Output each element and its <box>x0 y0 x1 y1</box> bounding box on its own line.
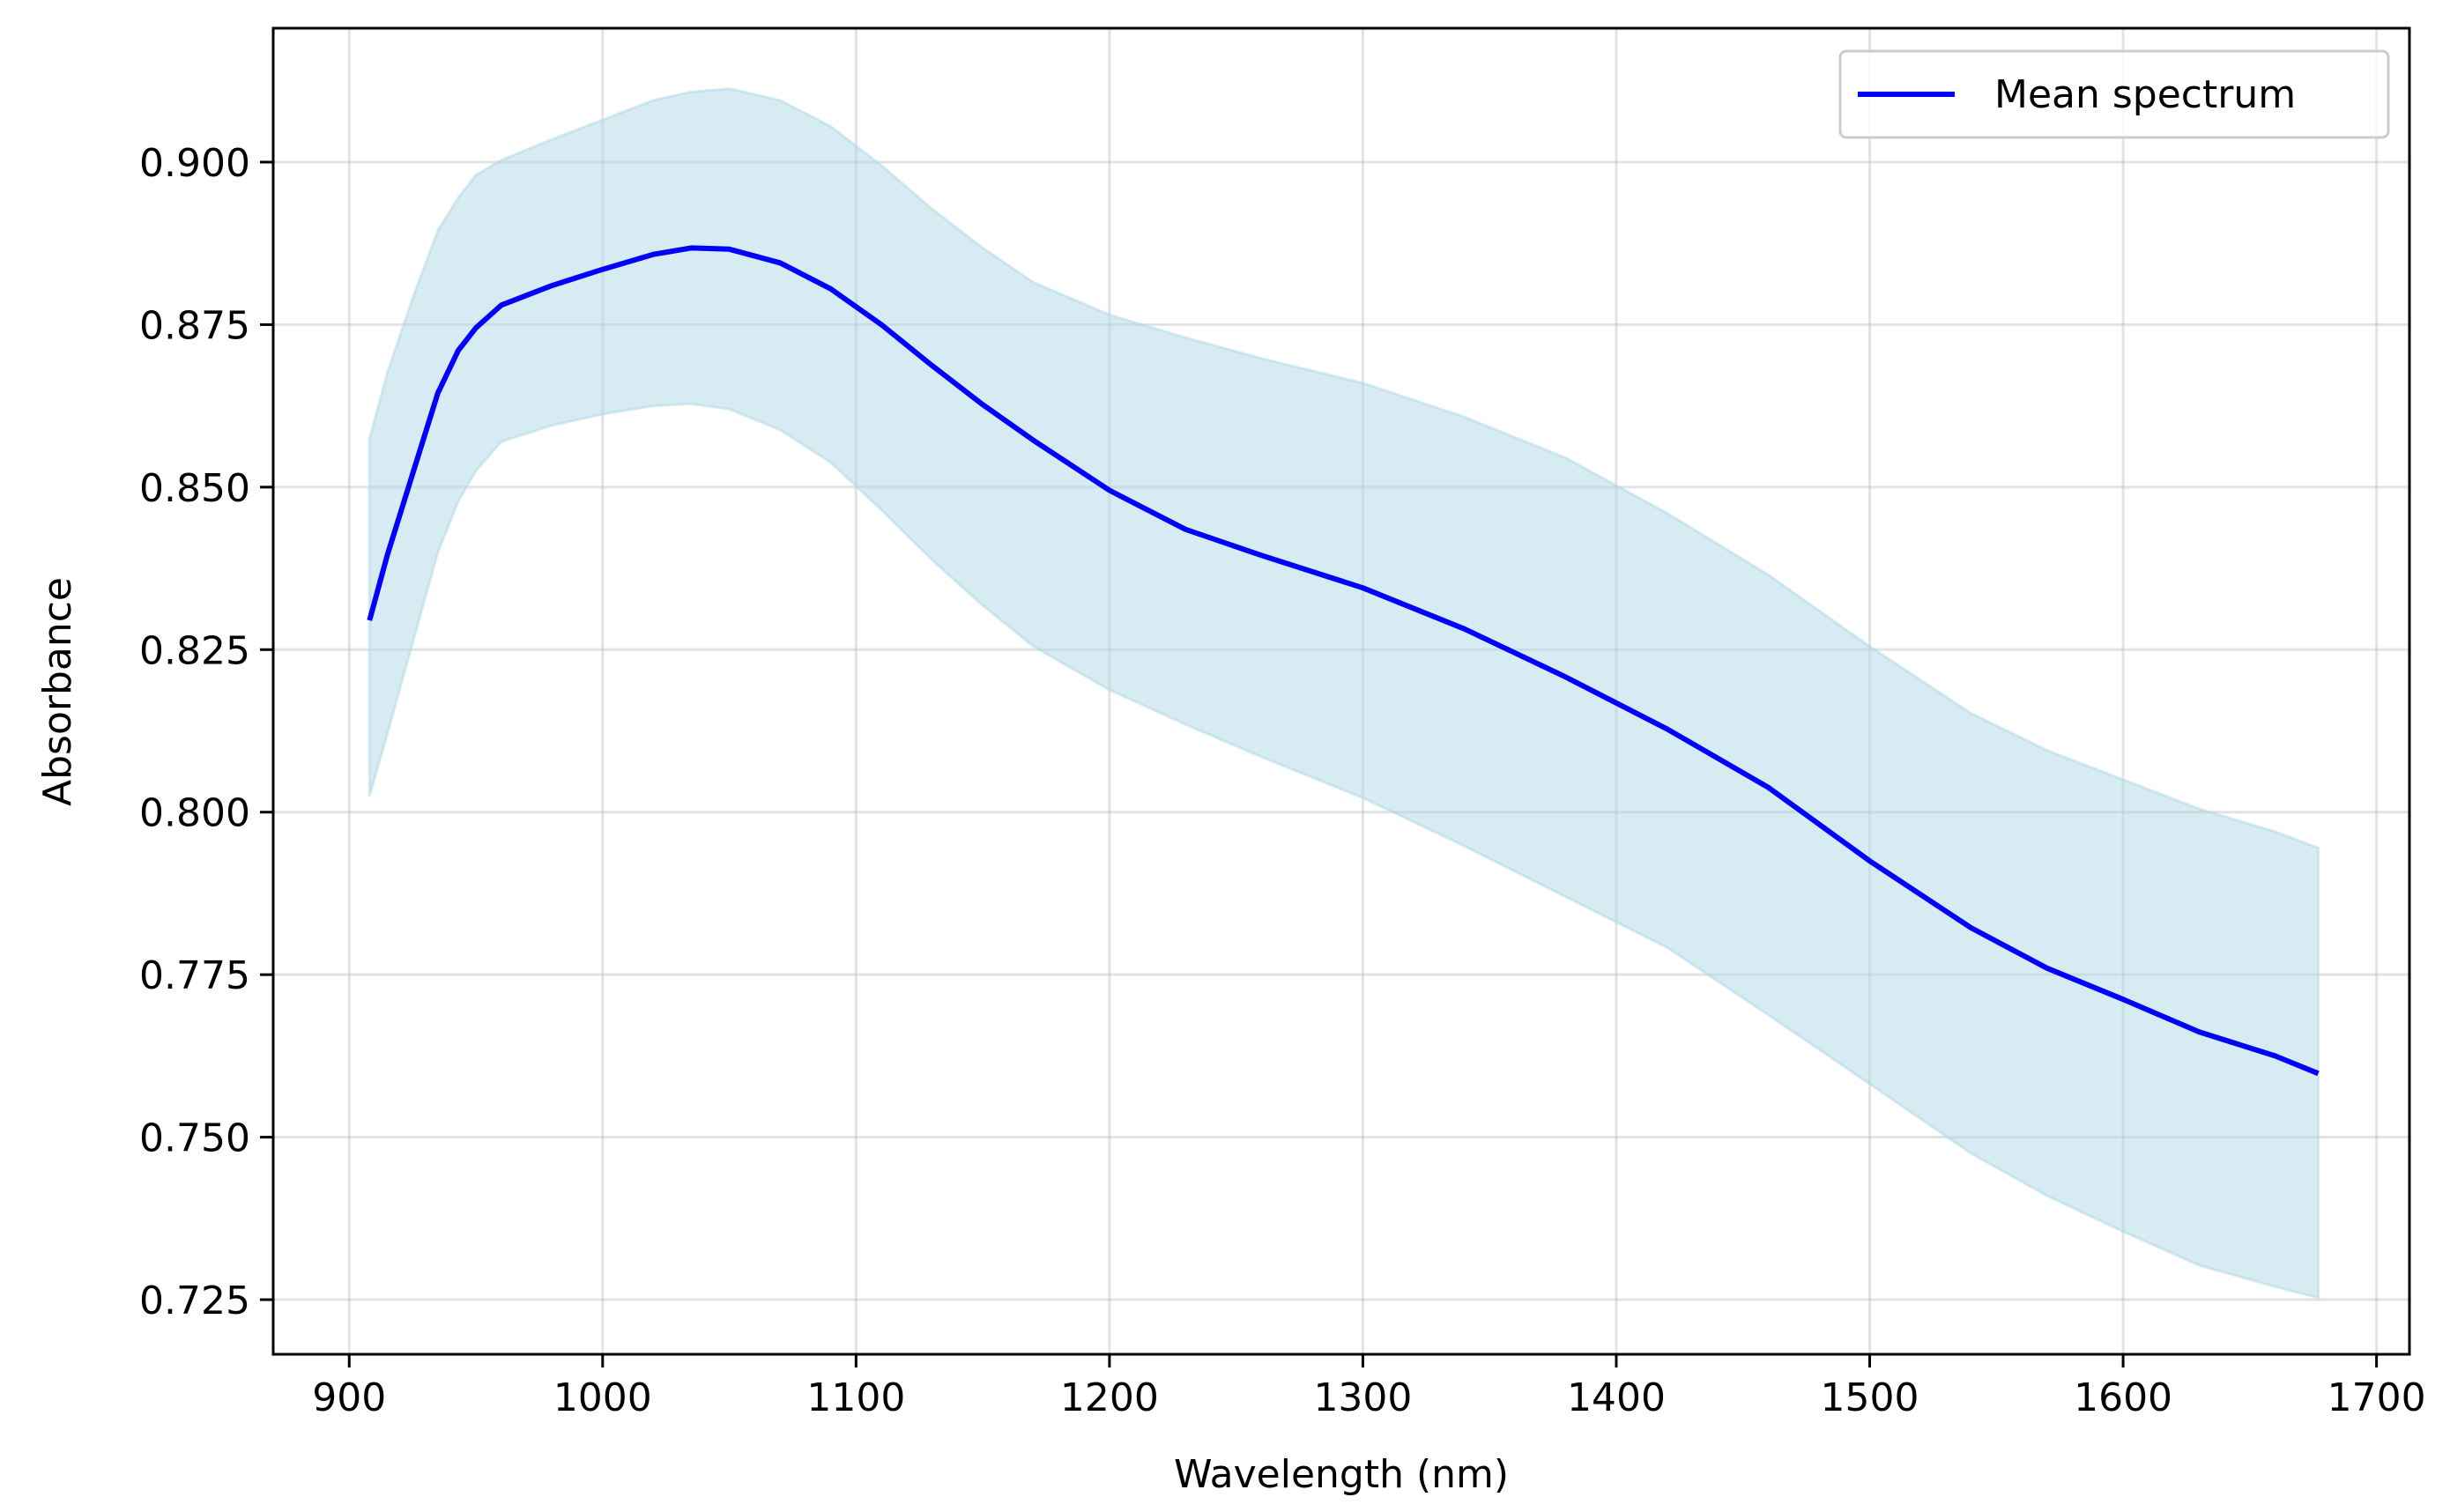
x-tick-label: 1300 <box>1313 1375 1412 1420</box>
legend-box <box>1838 49 2390 139</box>
y-axis-ticks: 0.725 0.750 0.775 0.800 0.825 0.850 0.875 0.900 <box>139 141 273 1323</box>
y-axis-label: Absorbance <box>35 577 80 806</box>
x-tick-label: 900 <box>312 1375 386 1420</box>
x-tick-label: 1000 <box>553 1375 652 1420</box>
y-tick-label: 0.750 <box>139 1116 250 1161</box>
std-band <box>368 87 2320 1300</box>
y-tick-label: 0.900 <box>139 141 250 186</box>
legend: Mean spectrum <box>1838 49 2390 139</box>
x-tick-label: 1700 <box>2328 1375 2426 1420</box>
y-tick-label: 0.800 <box>139 791 250 836</box>
plot-frame <box>271 26 2411 1356</box>
y-tick-label: 0.775 <box>139 953 250 998</box>
y-tick-label: 0.875 <box>139 303 250 348</box>
y-tick-label: 0.825 <box>139 628 250 673</box>
x-axis-label: Wavelength (nm) <box>1174 1452 1509 1497</box>
series-lines <box>367 245 2320 1077</box>
y-tick-label: 0.850 <box>139 466 250 511</box>
x-axis-ticks: 900 1000 1100 1200 1300 1400 1500 1600 1700 <box>312 1354 2426 1420</box>
legend-label-mean: Mean spectrum <box>1994 72 2296 117</box>
x-tick-label: 1400 <box>1567 1375 1666 1420</box>
x-tick-label: 1200 <box>1060 1375 1159 1420</box>
mean-spectrum-line <box>367 245 2320 1077</box>
x-tick-label: 1100 <box>806 1375 905 1420</box>
y-tick-label: 0.725 <box>139 1279 250 1323</box>
x-tick-label: 1600 <box>2074 1375 2172 1420</box>
x-tick-label: 1500 <box>1821 1375 1919 1420</box>
std-band-area <box>368 87 2320 1300</box>
